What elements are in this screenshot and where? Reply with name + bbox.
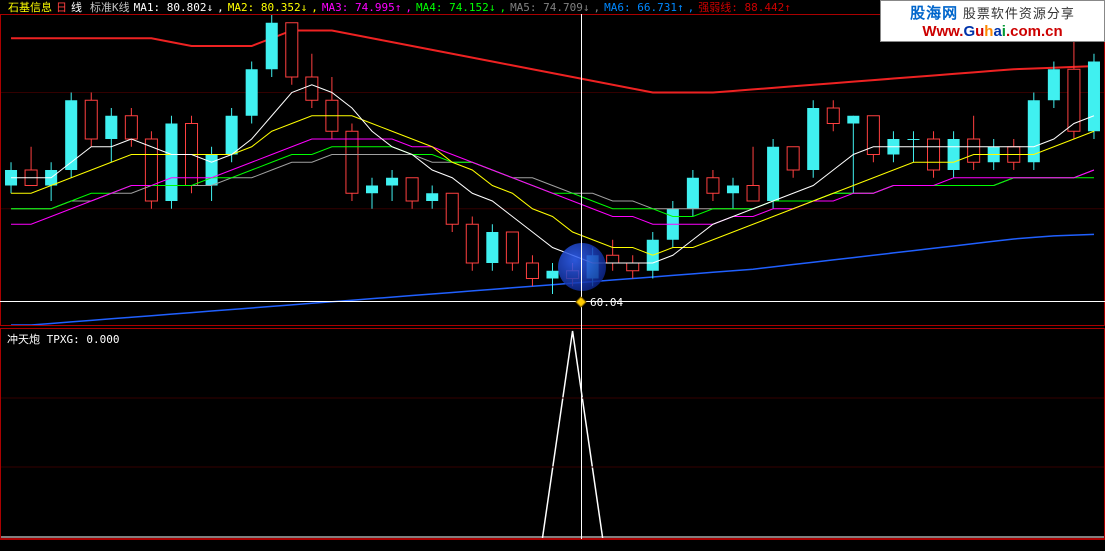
highlight-circle-marker bbox=[558, 243, 606, 291]
watermark-cn-logo: 股海网 bbox=[910, 5, 958, 22]
ma-indicator: MA6: 66.731, bbox=[604, 1, 694, 14]
watermark-logo: 股海网 股票软件资源分享 Www.Guhai.com.cn bbox=[880, 0, 1105, 42]
lower-indicator-svg bbox=[1, 329, 1104, 538]
subtitle: 标准K线 bbox=[90, 0, 130, 15]
watermark-cn-tag: 股票软件资源分享 bbox=[963, 6, 1075, 21]
crosshair-vertical bbox=[581, 14, 582, 539]
candlestick-svg bbox=[1, 15, 1104, 325]
period-label: 日线 bbox=[56, 0, 86, 15]
ma-indicator: MA4: 74.152, bbox=[416, 1, 506, 14]
strength-indicator: 强弱线: 88.442 bbox=[698, 0, 795, 15]
crosshair-horizontal bbox=[0, 301, 1105, 302]
ma-indicator: MA2: 80.352, bbox=[228, 1, 318, 14]
watermark-url: Www.Guhai.com.cn bbox=[922, 23, 1062, 40]
stock-name: 石基信息 bbox=[8, 0, 52, 15]
ma-indicator: MA5: 74.709, bbox=[510, 1, 600, 14]
ma-indicator: MA1: 80.802, bbox=[134, 1, 224, 14]
ma-indicator: MA3: 74.995, bbox=[322, 1, 412, 14]
lower-indicator-label: 冲天炮 TPXG: 0.000 bbox=[7, 331, 119, 347]
lower-indicator-chart[interactable]: 冲天炮 TPXG: 0.000 bbox=[0, 328, 1105, 539]
crosshair-price-label: 60.04 bbox=[590, 296, 623, 309]
timeline-bar bbox=[0, 539, 1105, 551]
main-candlestick-chart[interactable]: 60.04 bbox=[0, 14, 1105, 326]
